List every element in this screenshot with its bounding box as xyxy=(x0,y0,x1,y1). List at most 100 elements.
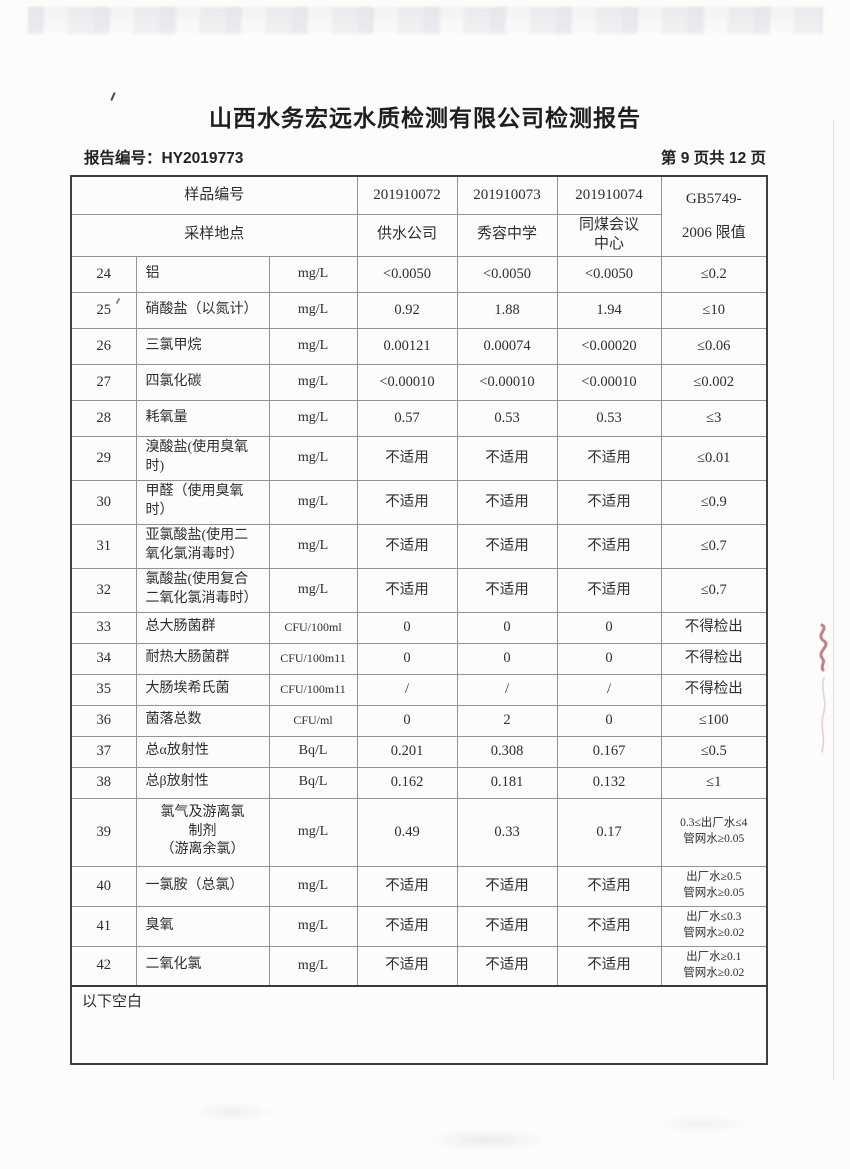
sample3-value: 0 xyxy=(556,642,662,675)
sample1-value: 0.49 xyxy=(356,797,458,867)
table-row: 34 耐热大肠菌群 CFU/100m11 0 0 0 不得检出 xyxy=(70,642,768,675)
below-blank-note: 以下空白 xyxy=(70,985,768,1065)
row-number: 42 xyxy=(70,945,137,987)
table-row: 42 二氧化氯 mg/L 不适用 不适用 不适用 出厂水≥0.1 管网水≥0.02 xyxy=(70,945,768,987)
table-row: 26 三氯甲烷 mg/L 0.00121 0.00074 <0.00020 ≤0… xyxy=(70,327,768,365)
sample1-value: 不适用 xyxy=(356,905,458,947)
sample1-value: 0.92 xyxy=(356,291,458,329)
sample1-value: 0.00121 xyxy=(356,327,458,365)
unit-cell: mg/L xyxy=(268,435,358,481)
limit-value: ≤3 xyxy=(660,399,768,437)
sample3-value: <0.0050 xyxy=(556,255,662,293)
row-number: 37 xyxy=(70,735,137,768)
header-row-sample-id: 样品编号 201910072 201910073 201910074 GB574… xyxy=(70,175,768,257)
sample-id-label: 样品编号 xyxy=(70,175,358,215)
sample1-value: 0.201 xyxy=(356,735,458,768)
table-row: 37 总α放射性 Bq/L 0.201 0.308 0.167 ≤0.5 xyxy=(70,735,768,768)
row-number: 33 xyxy=(70,611,137,644)
parameter-name: 耗氧量 xyxy=(135,399,270,437)
limit-value: ≤100 xyxy=(660,704,768,737)
sample2-value: 不适用 xyxy=(456,567,558,613)
table-row: 31 亚氯酸盐(使用二氧化氯消毒时） mg/L 不适用 不适用 不适用 ≤0.7 xyxy=(70,523,768,569)
table-body: 24 铝 mg/L <0.0050 <0.0050 <0.0050 ≤0.2 2… xyxy=(70,255,768,987)
limit-value: ≤0.2 xyxy=(660,255,768,293)
sample3-value: <0.00020 xyxy=(556,327,662,365)
row-number: 34 xyxy=(70,642,137,675)
row-number: 39 xyxy=(70,797,137,867)
row-number: 24 xyxy=(70,255,137,293)
limit-value: ≤0.7 xyxy=(660,523,768,569)
sample3-value: 不适用 xyxy=(556,435,662,481)
report-meta: 报告编号：HY2019773 第 9 页共 12 页 xyxy=(70,146,766,170)
sample1-value: 不适用 xyxy=(356,865,458,907)
sample1-value: 0 xyxy=(356,611,458,644)
header-row-location: 采样地点 供水公司 秀容中学 同煤会议 中心 xyxy=(70,213,767,257)
sample-id-3: 201910074 xyxy=(556,175,662,215)
limit-value: 出厂水≥0.5 管网水≥0.05 xyxy=(660,865,768,907)
sample1-value: 0.162 xyxy=(356,766,458,799)
parameter-name: 一氯胺（总氯） xyxy=(135,865,270,907)
unit-cell: Bq/L xyxy=(268,766,358,799)
sample1-value: 不适用 xyxy=(356,567,458,613)
parameter-name: 二氧化氯 xyxy=(135,945,270,987)
limit-value: 不得检出 xyxy=(660,642,768,675)
sample1-value: 不适用 xyxy=(356,523,458,569)
table-row: 29 溴酸盐(使用臭氧时) mg/L 不适用 不适用 不适用 ≤0.01 xyxy=(70,435,768,481)
sample2-value: 2 xyxy=(456,704,558,737)
sample1-value: 0 xyxy=(356,704,458,737)
parameter-name: 氯酸盐(使用复合二氧化氯消毒时） xyxy=(135,567,270,613)
table-row: 24 铝 mg/L <0.0050 <0.0050 <0.0050 ≤0.2 xyxy=(70,255,768,293)
sample2-value: 0 xyxy=(456,642,558,675)
row-number: 26 xyxy=(70,327,137,365)
limit-value: ≤0.5 xyxy=(660,735,768,768)
row-number: 40 xyxy=(70,865,137,907)
unit-cell: mg/L xyxy=(268,255,358,293)
parameter-name: 甲醛（使用臭氧时） xyxy=(135,479,270,525)
location-3: 同煤会议 中心 xyxy=(556,213,662,257)
parameter-name: 臭氧 xyxy=(135,905,270,947)
row-number: 30 xyxy=(70,479,137,525)
row-number: 31 xyxy=(70,523,137,569)
limit-value: ≤0.06 xyxy=(660,327,768,365)
limit-value: ≤0.002 xyxy=(660,363,768,401)
sample1-value: <0.0050 xyxy=(356,255,458,293)
sample3-value: 0 xyxy=(556,704,662,737)
parameter-name: 三氯甲烷 xyxy=(135,327,270,365)
table-row: 32 氯酸盐(使用复合二氧化氯消毒时） mg/L 不适用 不适用 不适用 ≤0.… xyxy=(70,567,768,613)
table-row: 36 菌落总数 CFU/ml 0 2 0 ≤100 xyxy=(70,704,768,737)
table-row: 41 臭氧 mg/L 不适用 不适用 不适用 出厂水≤0.3 管网水≥0.02 xyxy=(70,905,768,947)
unit-cell: Bq/L xyxy=(268,735,358,768)
unit-cell: mg/L xyxy=(268,399,358,437)
row-number: 29 xyxy=(70,435,137,481)
sample1-value: / xyxy=(356,673,458,706)
sample3-value: 不适用 xyxy=(556,865,662,907)
row-number: 41 xyxy=(70,905,137,947)
sample2-value: 不适用 xyxy=(456,479,558,525)
row-number: 32 xyxy=(70,567,137,613)
unit-cell: mg/L xyxy=(268,905,358,947)
table-row: 39 氯气及游离氯 制剂 （游离余氯） mg/L 0.49 0.33 0.17 … xyxy=(70,797,768,867)
limit-value: ≤0.01 xyxy=(660,435,768,481)
limit-value: 出厂水≥0.1 管网水≥0.02 xyxy=(660,945,768,987)
unit-cell: mg/L xyxy=(268,327,358,365)
parameter-name: 总大肠菌群 xyxy=(135,611,270,644)
sample1-value: 不适用 xyxy=(356,479,458,525)
parameter-name: 亚氯酸盐(使用二氧化氯消毒时） xyxy=(135,523,270,569)
unit-cell: CFU/100ml xyxy=(268,611,358,644)
sample2-value: 0.308 xyxy=(456,735,558,768)
report-number-value: HY2019773 xyxy=(161,150,244,167)
table-row: 33 总大肠菌群 CFU/100ml 0 0 0 不得检出 xyxy=(70,611,768,644)
limit-value: ≤1 xyxy=(660,766,768,799)
parameter-name: 耐热大肠菌群 xyxy=(135,642,270,675)
report-number: 报告编号：HY2019773 xyxy=(84,146,243,168)
sample3-value: 不适用 xyxy=(556,523,662,569)
parameter-name: 溴酸盐(使用臭氧时) xyxy=(135,435,270,481)
sample2-value: <0.00010 xyxy=(456,363,558,401)
sample1-value: 0 xyxy=(356,642,458,675)
sample2-value: 0.181 xyxy=(456,766,558,799)
unit-cell: mg/L xyxy=(268,945,358,987)
parameter-name: 菌落总数 xyxy=(135,704,270,737)
unit-cell: CFU/100m11 xyxy=(268,673,358,706)
unit-cell: mg/L xyxy=(268,567,358,613)
